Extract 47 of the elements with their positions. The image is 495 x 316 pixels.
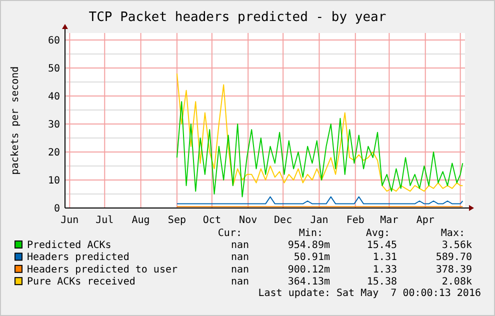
text: nan (230, 240, 249, 251)
y-tick-label: 10 (48, 176, 60, 186)
text: 900.12m (288, 264, 330, 276)
text: 378.39 (436, 264, 472, 276)
text: 50.91m (294, 252, 330, 264)
x-tick-label: Mar (380, 215, 398, 226)
x-tick-label: Nov (239, 215, 258, 226)
text: 589.70 (436, 252, 472, 264)
x-tick-label: Aug (132, 215, 150, 226)
text: 2.08k (442, 276, 472, 288)
text: nan (230, 276, 249, 288)
y-tick-label: 60 (48, 36, 60, 46)
legend-label: Headers predicted to user (27, 264, 178, 276)
y-tick-label: 0 (54, 204, 60, 214)
y-axis-title: packets per second (10, 66, 21, 175)
y-tick-label: 40 (48, 92, 60, 102)
legend-label: Pure ACKs received (27, 276, 136, 288)
text: 3.56k (442, 240, 472, 251)
legend-label: Predicted ACKs (27, 240, 112, 251)
text: 954.89m (288, 240, 330, 251)
y-tick-label: 20 (48, 148, 60, 158)
chart-title: TCP Packet headers predicted - by year (88, 10, 386, 25)
text: nan (230, 264, 249, 276)
x-tick-label: Dec (274, 215, 292, 226)
text: nan (230, 252, 249, 264)
x-tick-label: Oct (202, 215, 221, 226)
text: Cur: (218, 228, 242, 239)
y-tick-label: 30 (48, 120, 60, 130)
text: 15.45 (366, 240, 397, 251)
x-tick-label: Jan (310, 215, 328, 226)
x-tick-label: Feb (346, 215, 364, 226)
text: 1.31 (372, 252, 397, 264)
text: 364.13m (288, 276, 330, 288)
text: 1.33 (372, 264, 397, 276)
text: Last update: Sat May 7 00:00:13 2016 (258, 288, 481, 299)
x-tick-label: Sep (168, 215, 186, 226)
x-tick-label: Apr (416, 215, 434, 226)
line-series (176, 73, 464, 192)
text: Max: (440, 228, 465, 239)
text: Avg: (366, 228, 390, 239)
y-tick-label: 50 (48, 64, 60, 74)
x-tick-label: Jul (96, 215, 114, 226)
x-tick-label: Jun (60, 215, 79, 226)
text: Min: (298, 228, 323, 239)
line-series (176, 101, 464, 198)
text: 15.38 (366, 276, 397, 288)
legend-label: Headers predicted (27, 252, 130, 264)
